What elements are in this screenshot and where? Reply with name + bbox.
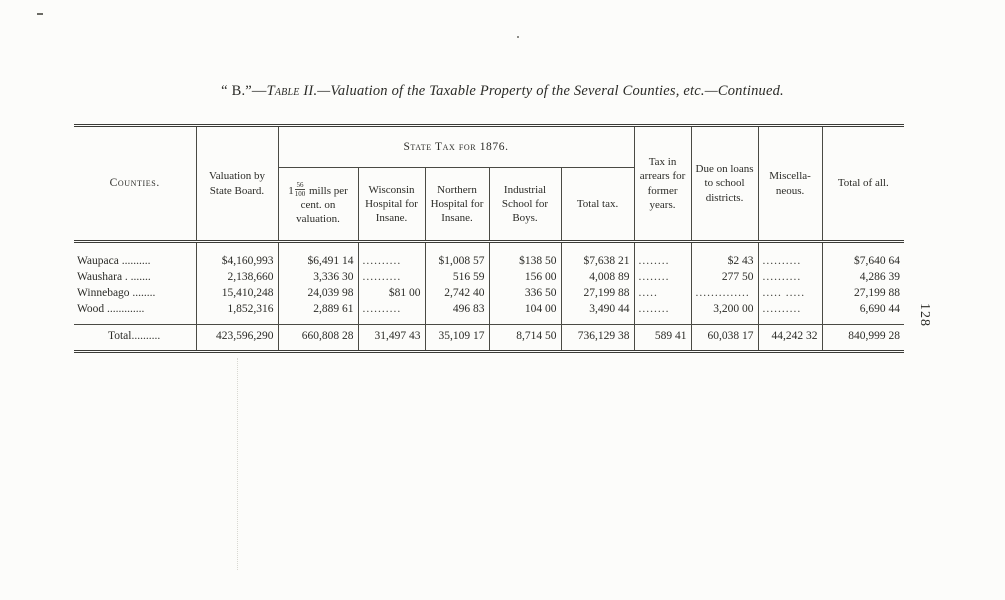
scan-fold-line (237, 358, 238, 570)
table-cell: ........ (633, 301, 692, 325)
table-cell: $7,640 64 (821, 241, 905, 270)
table-cell: 6,690 44 (821, 301, 905, 325)
table-cell: 516 59 (424, 269, 489, 286)
table-row-winnebago: Winnebago ........ 15,410,248 24,039 98 … (74, 285, 905, 302)
table-cell: 2,889 61 (277, 301, 358, 325)
table-cell: 3,336 30 (277, 269, 358, 286)
table-cell: $1,008 57 (424, 241, 489, 270)
table-cell: $7,638 21 (560, 241, 635, 270)
col-header-loans: Due on loans to school districts. (690, 125, 759, 243)
page-number: 128 (917, 303, 932, 327)
table-cell: 277 50 (690, 269, 759, 286)
mills-fraction: 56 100 (294, 180, 306, 198)
table-cell: .......... (357, 269, 425, 286)
county-cell: Waushara . ....... (77, 270, 151, 283)
table-cell: 736,129 38 (560, 324, 635, 352)
col-header-wisconsin: Wisconsin Hospital for Insane. (357, 167, 425, 243)
col-header-total-all: Total of all. (821, 125, 905, 243)
col-header-mills: 1 56 100 mills per cent. on valuation. (277, 167, 358, 243)
table-cell: ........ (633, 269, 692, 286)
col-header-northern: Northern Hospital for Insane. (424, 167, 489, 243)
table-cell: 104 00 (488, 301, 561, 325)
table-cell: 496 83 (424, 301, 489, 325)
valuation-table: Counties. Valuation by State Board. Stat… (74, 124, 905, 354)
table-row-waupaca: Waupaca .......... $4,160,993 $6,491 14 … (74, 241, 905, 270)
table-cell: .......... (357, 301, 425, 325)
title-rest: —Valuation of the Taxable Property of th… (317, 83, 784, 99)
col-header-counties: Counties. (74, 125, 196, 243)
table-cell: 24,039 98 (277, 285, 358, 302)
total-label-cell: Total.......... (74, 324, 196, 352)
county-cell: Wood ............. (77, 302, 145, 315)
table-cell: 31,497 43 (357, 324, 425, 352)
table-cell: 840,999 28 (821, 324, 905, 352)
table-cell: ..... (633, 285, 692, 302)
table-cell: ..... ..... (757, 285, 823, 302)
table-cell: 60,038 17 (690, 324, 759, 352)
table-cell: 27,199 88 (821, 285, 905, 302)
table-cell: $81 00 (357, 285, 425, 302)
table-cell: 660,808 28 (277, 324, 358, 352)
table-cell: ........ (633, 241, 692, 270)
table-row-total: Total.......... 423,596,290 660,808 28 3… (74, 324, 905, 352)
table-cell: 423,596,290 (195, 324, 278, 352)
table-cell: .......... (757, 269, 823, 286)
table-cell: $4,160,993 (195, 241, 278, 270)
table-cell: 3,490 44 (560, 301, 635, 325)
col-header-arrears: Tax in arrears for former years. (633, 125, 692, 243)
table-cell: 2,742 40 (424, 285, 489, 302)
table-cell: 8,714 50 (488, 324, 561, 352)
col-header-industrial: Industrial School for Boys. (488, 167, 561, 243)
table-cell: 3,200 00 (690, 301, 759, 325)
table-cell: $138 50 (488, 241, 561, 270)
header-row-2: 1 56 100 mills per cent. on valuation. Wis… (74, 167, 904, 243)
table-cell: 336 50 (488, 285, 561, 302)
table-cell: 4,008 89 (560, 269, 635, 286)
header-row-1: Counties. Valuation by State Board. Stat… (74, 125, 905, 243)
col-header-valuation: Valuation by State Board. (195, 125, 278, 243)
col-header-misc: Miscella-neous. (757, 125, 823, 243)
table-cell: 35,109 17 (424, 324, 489, 352)
title-prefix: “ B.”— (221, 83, 267, 99)
table-cell: .......... (757, 301, 823, 325)
table-row-wood: Wood ............. 1,852,316 2,889 61 ..… (74, 301, 905, 325)
table-cell: $6,491 14 (277, 241, 358, 270)
table-cell: 589 41 (633, 324, 692, 352)
table-cell: 27,199 88 (560, 285, 635, 302)
table-row-waushara: Waushara . ....... 2,138,660 3,336 30 ..… (74, 269, 905, 286)
table-cell: 44,242 32 (757, 324, 823, 352)
table-cell: 15,410,248 (195, 285, 278, 302)
table-cell: $2 43 (690, 241, 759, 270)
mills-text: mills per cent. on valuation. (296, 184, 348, 226)
table-cell: 1,852,316 (195, 301, 278, 325)
mills-whole: 1 (288, 184, 294, 197)
table-cell: 2,138,660 (195, 269, 278, 286)
table-cell: 4,286 39 (821, 269, 905, 286)
county-cell: Waupaca .......... (77, 255, 151, 267)
table-cell: .............. (690, 285, 759, 302)
county-cell: Winnebago ........ (77, 286, 156, 299)
document-title: “ B.”—Table II.—Valuation of the Taxable… (0, 83, 1005, 100)
table-cell: 156 00 (488, 269, 561, 286)
col-group-state-tax: State Tax for 1876. (277, 125, 635, 168)
table-cell: .......... (357, 241, 425, 270)
scan-artifact (517, 36, 519, 38)
table-cell: .......... (757, 241, 823, 270)
scan-artifact (37, 13, 43, 15)
title-table-label: Table II. (266, 83, 318, 99)
col-header-total-tax: Total tax. (560, 167, 635, 243)
